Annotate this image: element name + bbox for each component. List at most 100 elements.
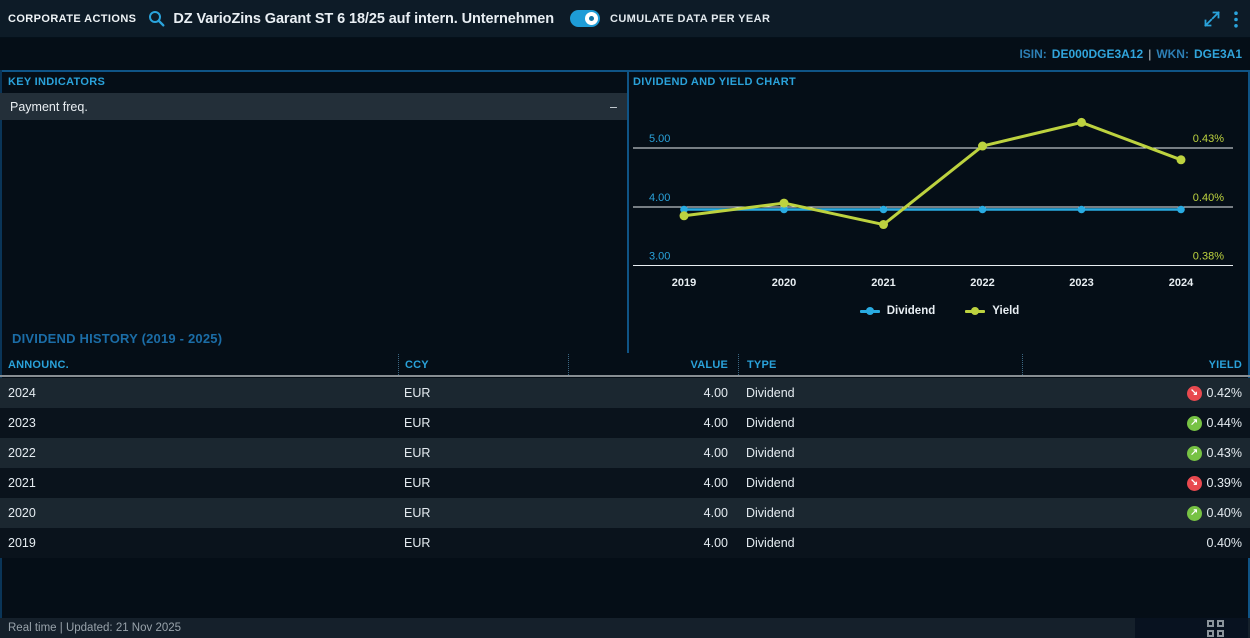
- topbar-actions: [1203, 0, 1238, 38]
- panel-top-border: [0, 70, 1250, 72]
- trend-icon: [1186, 385, 1202, 401]
- svg-text:0.38%: 0.38%: [1193, 251, 1224, 263]
- wkn-label: WKN:: [1156, 47, 1189, 61]
- toggle-knob: [584, 12, 598, 25]
- legend-item-yield[interactable]: Yield: [965, 305, 1019, 317]
- svg-text:4.00: 4.00: [649, 192, 670, 204]
- cell-announc: 2021: [8, 476, 36, 490]
- yield-value: 0.40%: [1206, 536, 1242, 550]
- column-header-value[interactable]: VALUE: [568, 354, 738, 375]
- column-header-yield[interactable]: YIELD: [1022, 354, 1250, 375]
- table-header-underline: [0, 375, 1250, 377]
- cell-type: Dividend: [746, 386, 795, 400]
- grid-handle-icon[interactable]: [1207, 619, 1224, 637]
- cell-type: Dividend: [746, 416, 795, 430]
- cumulate-toggle[interactable]: [569, 10, 600, 27]
- cell-value: 4.00: [703, 446, 728, 460]
- cell-ccy: EUR: [404, 476, 431, 490]
- svg-text:2024: 2024: [1169, 277, 1194, 289]
- cell-yield: 0.42%: [1022, 378, 1250, 408]
- dividend-yield-chart: 3.00 0.38% 4.00 0.40% 5.00 0.43% 2019 2020 2021 2…: [633, 117, 1233, 289]
- yield-series-marker: [965, 307, 986, 315]
- svg-text:2022: 2022: [970, 277, 994, 289]
- column-header-type[interactable]: TYPE: [738, 354, 1022, 375]
- isin-value: DE000DGE3A12: [1051, 47, 1144, 61]
- cell-yield: 0.40%: [1022, 528, 1250, 558]
- svg-text:2019: 2019: [672, 277, 696, 289]
- cell-ccy: EUR: [404, 506, 431, 520]
- yield-value: 0.43%: [1206, 446, 1242, 460]
- table-row[interactable]: 2019 EUR 4.00 Dividend 0.40%: [0, 528, 1250, 558]
- table-row[interactable]: 2022 EUR 4.00 Dividend 0.43%: [0, 438, 1250, 468]
- widget-title: CORPORATE ACTIONS: [8, 12, 137, 25]
- svg-text:0.40%: 0.40%: [1193, 192, 1224, 204]
- topbar: CORPORATE ACTIONS DZ VarioZins Garant ST…: [0, 0, 1250, 38]
- chart-title: DIVIDEND AND YIELD CHART: [633, 76, 797, 88]
- cell-value: 4.00: [703, 506, 728, 520]
- cell-ccy: EUR: [404, 416, 431, 430]
- cell-type: Dividend: [746, 536, 795, 550]
- cell-value: 4.00: [703, 416, 728, 430]
- trend-icon: [1186, 505, 1202, 521]
- svg-text:2023: 2023: [1069, 277, 1093, 289]
- table-row[interactable]: 2020 EUR 4.00 Dividend 0.40%: [0, 498, 1250, 528]
- dividend-series-marker: [859, 307, 880, 315]
- table-row[interactable]: 2021 EUR 4.00 Dividend 0.39%: [0, 468, 1250, 498]
- legend-label-yield: Yield: [992, 305, 1020, 317]
- status-text: Real time | Updated: 21 Nov 2025: [8, 622, 182, 634]
- cell-type: Dividend: [746, 476, 795, 490]
- statusbar: Real time | Updated: 21 Nov 2025: [0, 618, 1250, 638]
- instrument-title: DZ VarioZins Garant ST 6 18/25 auf inter…: [173, 10, 554, 27]
- legend-item-dividend[interactable]: Dividend: [859, 305, 936, 317]
- cell-value: 4.00: [703, 536, 728, 550]
- cell-type: Dividend: [746, 446, 795, 460]
- panel-divider: [627, 70, 629, 353]
- column-header-ccy[interactable]: CCY: [398, 354, 568, 375]
- svg-text:2021: 2021: [871, 277, 895, 289]
- key-indicator-row: Payment freq. –: [0, 93, 627, 120]
- identifier-separator: |: [1148, 47, 1152, 61]
- cell-yield: 0.43%: [1022, 438, 1250, 468]
- yield-value: 0.44%: [1206, 416, 1242, 430]
- cell-announc: 2024: [8, 386, 36, 400]
- yield-value: 0.40%: [1206, 506, 1242, 520]
- legend-label-dividend: Dividend: [886, 305, 936, 317]
- key-indicators-title: KEY INDICATORS: [8, 76, 106, 88]
- svg-text:3.00: 3.00: [649, 251, 670, 263]
- cumulate-toggle-label: CUMULATE DATA PER YEAR: [609, 12, 771, 25]
- yield-value: 0.42%: [1206, 386, 1242, 400]
- trend-icon: [1186, 475, 1202, 491]
- cell-yield: 0.39%: [1022, 468, 1250, 498]
- cell-value: 4.00: [703, 386, 728, 400]
- dividend-history-table: 2024 EUR 4.00 Dividend 0.42% 2023 EUR 4.…: [0, 378, 1250, 558]
- table-row[interactable]: 2023 EUR 4.00 Dividend 0.44%: [0, 408, 1250, 438]
- cell-yield: 0.40%: [1022, 498, 1250, 528]
- chart-legend: Dividend Yield: [629, 305, 1250, 317]
- window-left-border: [0, 70, 2, 638]
- svg-text:0.43%: 0.43%: [1193, 133, 1224, 145]
- cell-type: Dividend: [746, 506, 795, 520]
- table-header-row: ANNOUNC. CCY VALUE TYPE YIELD: [0, 354, 1250, 375]
- trend-icon: [1186, 415, 1202, 431]
- cell-ccy: EUR: [404, 446, 431, 460]
- trend-icon: [1186, 445, 1202, 461]
- expand-icon[interactable]: [1203, 10, 1221, 28]
- isin-label: ISIN:: [1019, 47, 1047, 61]
- identifier-line: ISIN: DE000DGE3A12 | WKN: DGE3A1: [1019, 47, 1242, 61]
- column-header-announc[interactable]: ANNOUNC.: [8, 358, 69, 371]
- table-row[interactable]: 2024 EUR 4.00 Dividend 0.42%: [0, 378, 1250, 408]
- cell-announc: 2023: [8, 416, 36, 430]
- wkn-value: DGE3A1: [1193, 47, 1242, 61]
- cell-value: 4.00: [703, 476, 728, 490]
- kebab-menu-icon[interactable]: [1234, 10, 1238, 28]
- cell-announc: 2019: [8, 536, 36, 550]
- svg-text:2020: 2020: [772, 277, 796, 289]
- dividend-history-title: DIVIDEND HISTORY (2019 - 2025): [12, 331, 223, 346]
- cell-ccy: EUR: [404, 386, 431, 400]
- cell-yield: 0.44%: [1022, 408, 1250, 438]
- search-icon[interactable]: [148, 10, 165, 27]
- window-right-border: [1248, 70, 1250, 638]
- svg-text:5.00: 5.00: [649, 133, 670, 145]
- cell-announc: 2020: [8, 506, 36, 520]
